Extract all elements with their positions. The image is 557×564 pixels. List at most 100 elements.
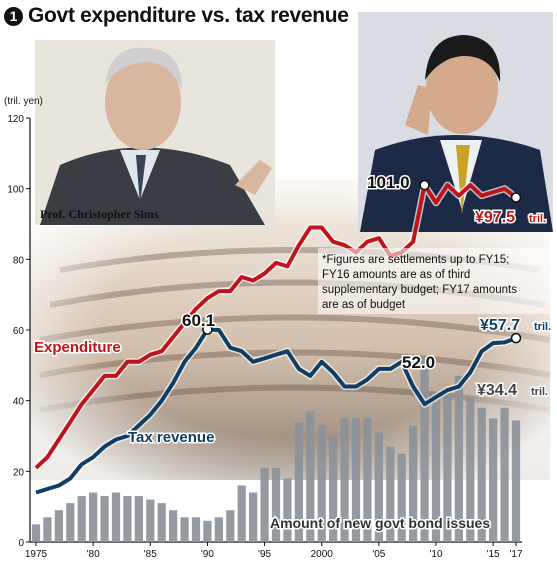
footnote: *Figures are settlements up to FY15; FY1…	[318, 248, 550, 314]
x-tick-label: 1975	[25, 549, 48, 560]
bond-issue-bar	[329, 436, 338, 542]
highlight-point	[510, 332, 522, 344]
bond-issue-bar	[397, 453, 406, 542]
bond-issue-bar	[431, 393, 441, 542]
bond-issue-bar	[237, 485, 246, 542]
footnote-line-2: FY16 amounts are as of third	[322, 269, 470, 281]
bond-issue-bar	[146, 499, 155, 542]
bond-issue-bar	[134, 496, 143, 542]
bond-issue-bar	[249, 492, 258, 542]
bond-issue-bar	[374, 432, 383, 542]
bond-issue-bar	[89, 492, 98, 542]
series-lines	[33, 181, 519, 496]
bond-issue-bar	[500, 407, 509, 542]
bond-issue-series-label: Amount of new govt bond issues	[270, 515, 490, 531]
y-tick-label: 80	[13, 255, 25, 266]
footnote-line-4: are as of budget	[322, 299, 406, 311]
y-tick-label: 20	[13, 467, 25, 478]
annotation-tax-2017-value: ¥57.7	[480, 317, 520, 334]
x-tick-label: '95	[258, 549, 271, 560]
y-tick-label: 60	[13, 326, 25, 337]
bond-issue-bar	[226, 510, 235, 542]
annotation-expenditure-2017-unit: tril.	[529, 213, 546, 225]
expenditure-line	[34, 183, 518, 470]
tax-revenue-line	[35, 327, 517, 495]
bond-issue-bar	[363, 418, 372, 542]
chart-title: Govt expenditure vs. tax revenue	[28, 4, 349, 27]
y-ticks: 0 20 40 60 80 100 120	[7, 114, 30, 549]
annotation-bond-2017-value: ¥34.4	[477, 382, 517, 399]
bond-issue-bar	[317, 425, 326, 542]
annotation-expenditure-2017: ¥97.5 tril.	[474, 208, 548, 228]
y-tick-label: 0	[18, 538, 24, 549]
annotation-expenditure-2017-value: ¥97.5	[475, 209, 515, 226]
abe-tie	[456, 145, 470, 215]
annotation-peak-tax-1990: 60.1	[182, 311, 215, 330]
x-tick-label: '15	[487, 549, 500, 560]
highlight-point	[510, 192, 522, 203]
bond-issue-bar	[386, 446, 395, 542]
abe-face	[426, 42, 498, 134]
bond-issue-bar	[100, 496, 109, 542]
bond-issue-bar	[214, 517, 223, 542]
x-tick-label: 2000	[311, 549, 334, 560]
footnote-line-1: *Figures are settlements up to FY15;	[322, 254, 509, 266]
sims-hair	[105, 47, 182, 90]
highlight-point	[419, 179, 430, 191]
bond-issue-bar	[169, 510, 178, 542]
bond-issue-bar	[203, 520, 212, 542]
abe-hand	[405, 85, 432, 135]
bond-issue-bar	[283, 478, 292, 542]
sims-face	[105, 54, 181, 150]
sims-hand	[235, 160, 272, 195]
x-tick-label: '17	[509, 549, 522, 560]
value-annotations: 60.1 101.0 52.0 ¥97.5 tril. ¥57.7 tril. …	[181, 172, 553, 401]
figure-number-badge: 1	[4, 6, 23, 26]
bond-issue-bar	[477, 407, 486, 542]
bond-issue-bar	[271, 467, 281, 542]
bond-issue-bar	[306, 411, 315, 542]
bond-issue-bar	[454, 375, 463, 542]
bond-issue-bar	[77, 496, 86, 542]
annotation-tax-2017-unit: tril.	[534, 321, 551, 333]
sims-jacket	[40, 147, 265, 225]
abe-hair	[425, 35, 501, 82]
highlight-point	[202, 324, 213, 335]
photo-caption: Prof. Christopher Sims	[40, 207, 159, 221]
annotation-bond-2009: 52.0	[402, 353, 435, 372]
bond-issue-bar	[54, 510, 63, 542]
bond-issue-bar	[66, 503, 75, 542]
bond-issue-bar	[511, 420, 521, 542]
sims-portrait	[35, 40, 275, 225]
x-tick-label: '85	[144, 549, 157, 560]
bond-issue-bar	[443, 390, 452, 542]
series-points	[202, 179, 522, 344]
bond-issue-bar	[157, 503, 166, 542]
x-tick-label: '05	[372, 549, 385, 560]
title-row: 1 Govt expenditure vs. tax revenue	[4, 2, 349, 30]
y-tick-label: 100	[7, 185, 24, 196]
x-ticks: 1975 '80 '85 '90 '95 2000 '05 '10 '15 '17	[25, 542, 523, 560]
annotation-peak-expenditure-2009: 101.0	[367, 173, 410, 192]
bond-issue-bar	[294, 421, 303, 542]
annotation-bond-2017: ¥34.4 tril.	[476, 381, 550, 401]
bond-issue-bar	[180, 517, 189, 542]
bond-issue-bar	[420, 358, 429, 542]
bond-issue-bars	[31, 358, 521, 542]
bond-issue-bar	[191, 517, 201, 542]
bond-issue-bar	[260, 467, 269, 542]
tax-revenue-series-label: Tax revenue	[128, 429, 214, 446]
x-tick-label: '80	[87, 549, 100, 560]
bond-issue-bar	[31, 524, 41, 542]
background-photo	[30, 12, 553, 480]
bond-issue-bar	[43, 517, 52, 542]
y-tick-label: 40	[13, 397, 25, 408]
bond-issue-bar	[409, 425, 418, 542]
x-tick-label: '90	[201, 549, 214, 560]
bond-issue-bar	[489, 418, 498, 542]
expenditure-series-label: Expenditure	[34, 339, 121, 356]
bond-issue-bar	[466, 397, 475, 542]
bond-issue-bar	[340, 418, 349, 542]
y-tick-label: 120	[7, 114, 24, 125]
